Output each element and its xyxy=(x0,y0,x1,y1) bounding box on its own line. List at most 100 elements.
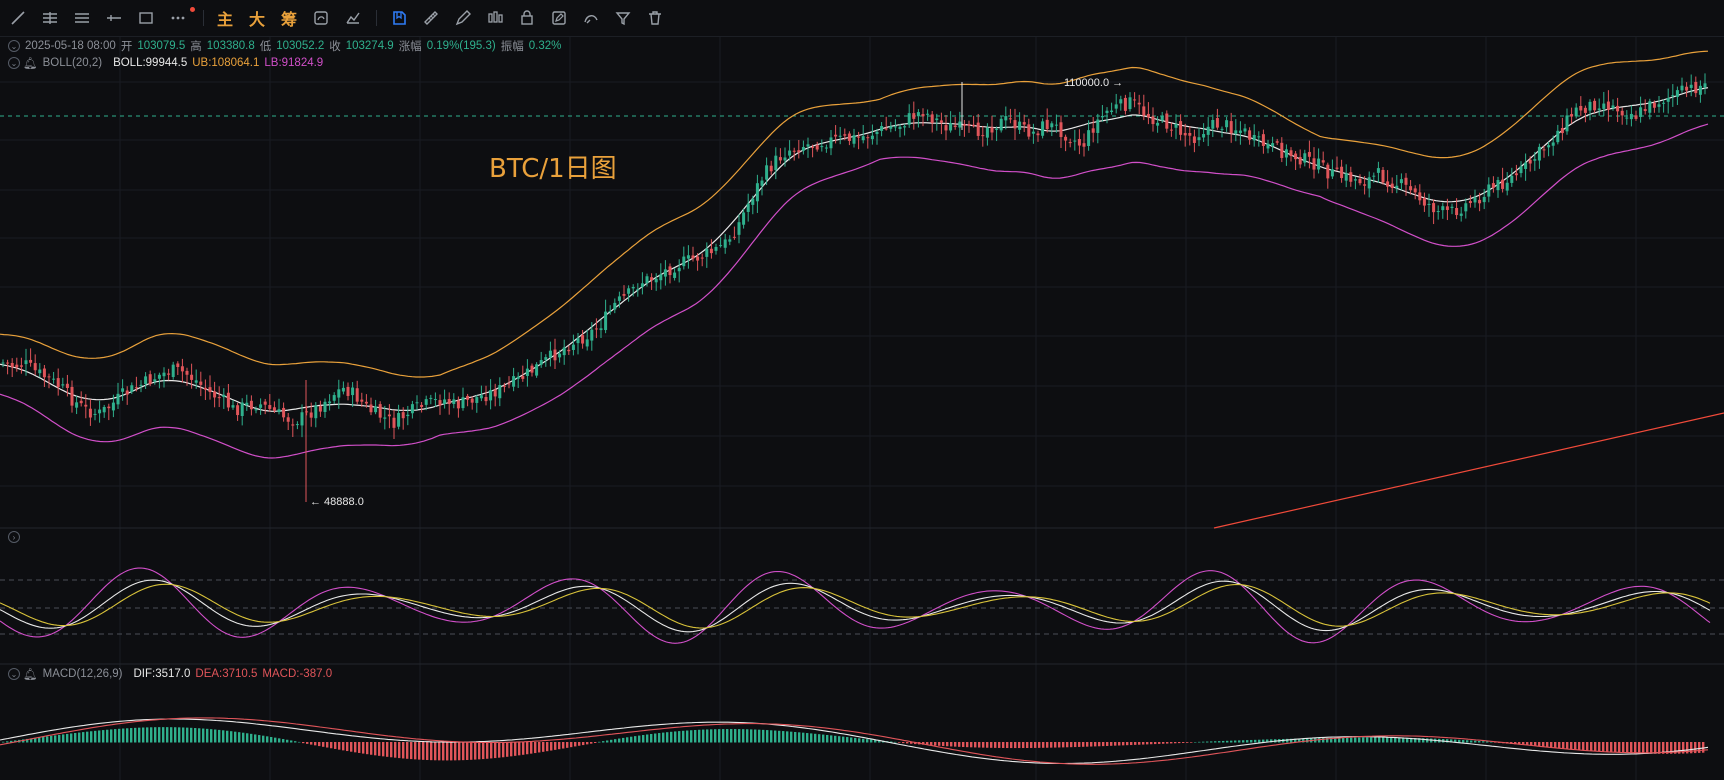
macd-bar xyxy=(734,729,737,743)
chart-title: BTC/1日图 xyxy=(489,154,617,184)
macd-bar xyxy=(654,733,657,743)
macd-bar xyxy=(1322,738,1325,743)
candle-body xyxy=(512,376,516,387)
macd-bar xyxy=(2,741,5,743)
macd-bar xyxy=(982,742,985,748)
macd-bar xyxy=(162,727,165,743)
macd-bar xyxy=(866,739,869,743)
macd-bar xyxy=(290,740,293,743)
alarm-bell-icon[interactable]: 🔔︎ xyxy=(23,669,38,681)
bookmark-icon[interactable] xyxy=(387,6,411,30)
change-label: 涨幅 xyxy=(398,41,422,53)
macd-bar xyxy=(494,742,497,759)
macd-bar xyxy=(1538,742,1541,747)
macd-bar xyxy=(1078,742,1081,747)
candle-body xyxy=(443,399,447,405)
horizontal-ray-icon[interactable] xyxy=(102,6,126,30)
candle-body xyxy=(1082,143,1086,147)
more-icon[interactable] xyxy=(166,6,190,30)
macd-bar xyxy=(474,742,477,760)
macd-bar xyxy=(1166,742,1169,744)
macd-bar xyxy=(66,733,69,743)
drawing-toolbar: 主 大 筹 xyxy=(0,0,1724,37)
candle-body xyxy=(406,414,410,417)
candle-body xyxy=(415,402,419,404)
candle-body xyxy=(121,388,125,392)
amplitude-label: 振幅 xyxy=(500,41,524,53)
candle-body xyxy=(1689,84,1693,88)
candle-body xyxy=(1588,101,1592,111)
macd-bar xyxy=(1586,742,1589,751)
candle-body xyxy=(1560,127,1564,134)
macd-bar xyxy=(978,742,981,748)
candle-body xyxy=(479,395,483,399)
candle-body xyxy=(815,145,819,150)
macd-bar xyxy=(1646,742,1649,754)
macd-bar xyxy=(1158,742,1161,744)
macd-bar xyxy=(1346,737,1349,743)
trend-line-icon[interactable] xyxy=(6,6,30,30)
filter-icon[interactable] xyxy=(611,6,635,30)
candle-body xyxy=(1597,108,1601,111)
alarm-bell-icon[interactable]: 🔔︎ xyxy=(23,58,38,70)
macd-bar xyxy=(730,729,733,743)
macd-bar xyxy=(1614,742,1617,753)
notification-dot xyxy=(190,7,195,12)
change-value: 0.19%(195.3) xyxy=(426,40,496,52)
candle-body xyxy=(801,147,805,151)
macd-bar xyxy=(174,727,177,743)
macd-bar xyxy=(1098,742,1101,747)
candle-body xyxy=(245,402,249,405)
candle-body xyxy=(585,339,589,347)
collapse-chevron-icon[interactable]: ⌄ xyxy=(8,40,20,52)
macd-bar xyxy=(1182,742,1185,743)
macd-bar xyxy=(994,742,997,748)
replay-icon[interactable] xyxy=(309,6,333,30)
main-indicator-button[interactable]: 主 xyxy=(216,10,233,29)
macd-bar xyxy=(618,738,621,743)
macd-bar xyxy=(1562,742,1565,749)
candle-body xyxy=(1639,107,1643,117)
macd-bar xyxy=(282,739,285,743)
macd-bar xyxy=(78,732,81,743)
trash-icon[interactable] xyxy=(643,6,667,30)
collapse-chevron-icon[interactable]: ⌄ xyxy=(8,57,20,69)
horizontal-lines-icon[interactable] xyxy=(38,6,62,30)
candle-body xyxy=(1482,196,1486,203)
measure-icon[interactable] xyxy=(341,6,365,30)
macd-bar xyxy=(314,742,317,746)
rectangle-icon[interactable] xyxy=(134,6,158,30)
macd-bar xyxy=(630,736,633,743)
candle-body xyxy=(949,123,953,131)
candle-body xyxy=(696,256,700,261)
macd-bar xyxy=(358,742,361,753)
candle-body xyxy=(838,135,842,137)
macd-bar xyxy=(790,731,793,743)
candles-icon[interactable] xyxy=(483,6,507,30)
macd-bar xyxy=(1102,742,1105,747)
expand-chevron-icon[interactable]: › xyxy=(8,531,20,543)
edit-icon[interactable] xyxy=(547,6,571,30)
collapse-chevron-icon[interactable]: ⌄ xyxy=(8,668,20,680)
boll-upper-band xyxy=(0,50,1709,378)
lock-icon[interactable] xyxy=(515,6,539,30)
candle-body xyxy=(180,366,184,372)
parallel-channel-icon[interactable] xyxy=(70,6,94,30)
chips-button[interactable]: 筹 xyxy=(280,10,297,29)
visibility-icon[interactable] xyxy=(579,6,603,30)
macd-bar xyxy=(182,727,185,743)
ruler-icon[interactable] xyxy=(419,6,443,30)
macd-bar xyxy=(702,729,705,743)
macd-bar xyxy=(578,742,581,746)
macd-bar xyxy=(454,742,457,761)
macd-bar xyxy=(858,738,861,743)
candle-body xyxy=(723,239,727,248)
pencil-icon[interactable] xyxy=(451,6,475,30)
candle-body xyxy=(1008,118,1012,120)
candle-body xyxy=(93,413,97,415)
candle-body xyxy=(1179,121,1183,135)
candle-body xyxy=(84,404,88,407)
big-order-button[interactable]: 大 xyxy=(248,10,265,29)
candle-body xyxy=(516,376,520,379)
